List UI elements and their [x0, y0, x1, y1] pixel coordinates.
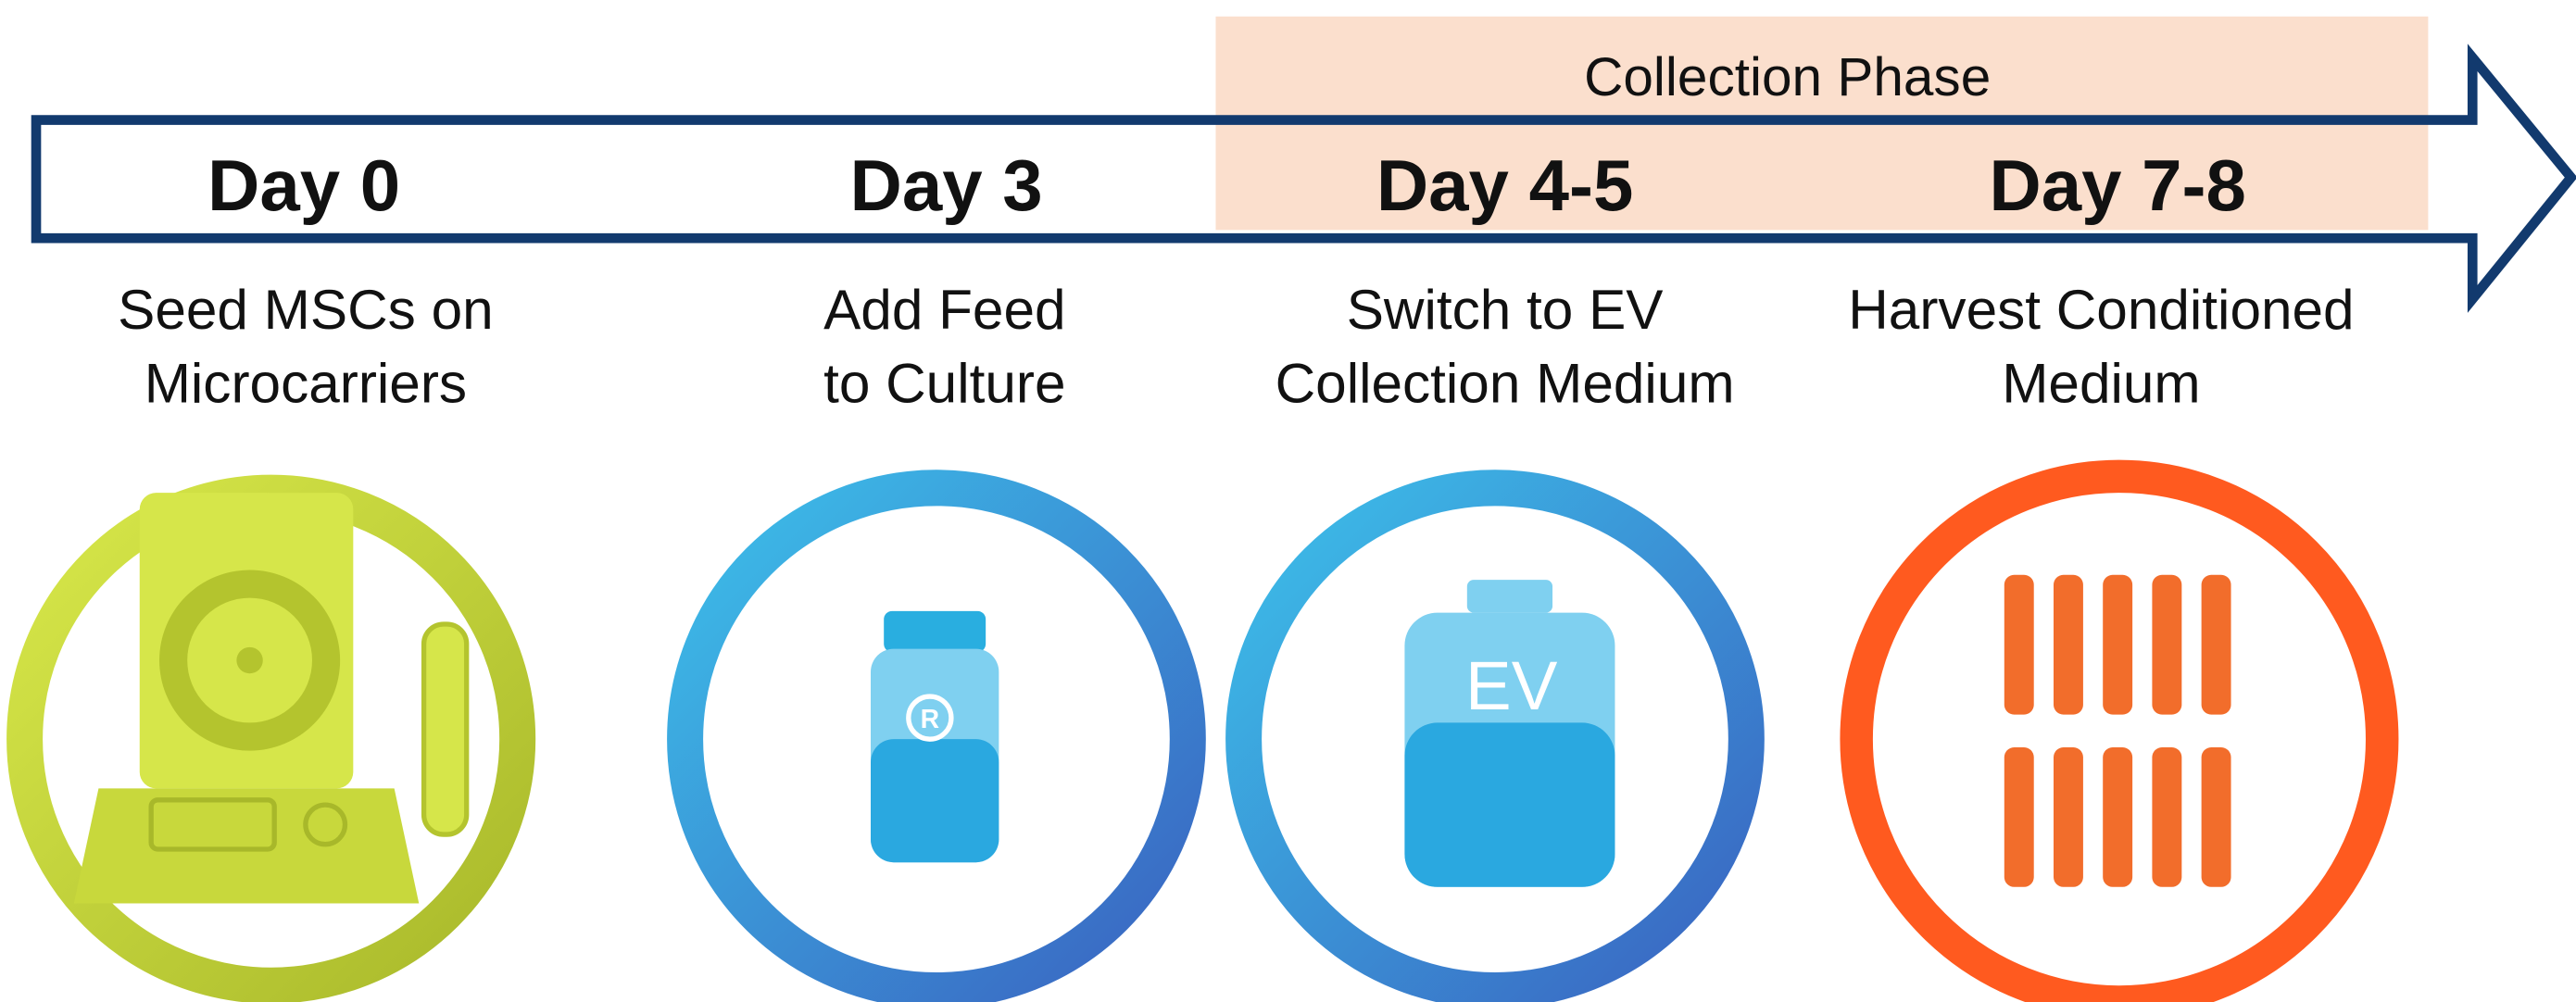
day-label: Day 3	[849, 144, 1042, 226]
icon-label: R	[921, 705, 939, 734]
timeline-arrow	[31, 44, 2576, 313]
harvest-tubes-icon	[1840, 459, 2399, 1002]
bioreactor-icon	[6, 474, 536, 1002]
step-description: Switch to EV	[1347, 278, 1664, 341]
step-description: to Culture	[823, 352, 1065, 415]
step-description: Harvest Conditioned	[1848, 278, 2354, 341]
step-description: Seed MSCs on	[118, 278, 494, 341]
phase-label: Collection Phase	[1584, 47, 1991, 107]
ev-bottle-icon: EV	[1225, 470, 1765, 1002]
feed-bottle-icon: R	[667, 470, 1206, 1002]
day-label: Day 7-8	[1989, 144, 2246, 226]
step-description: Add Feed	[823, 278, 1065, 341]
step-description: Collection Medium	[1275, 352, 1735, 415]
day-label: Day 4-5	[1376, 144, 1634, 226]
icon-label: EV	[1465, 647, 1558, 724]
day-label: Day 0	[207, 144, 400, 226]
step-description: Medium	[2002, 352, 2200, 415]
step-description: Microcarriers	[145, 352, 467, 415]
